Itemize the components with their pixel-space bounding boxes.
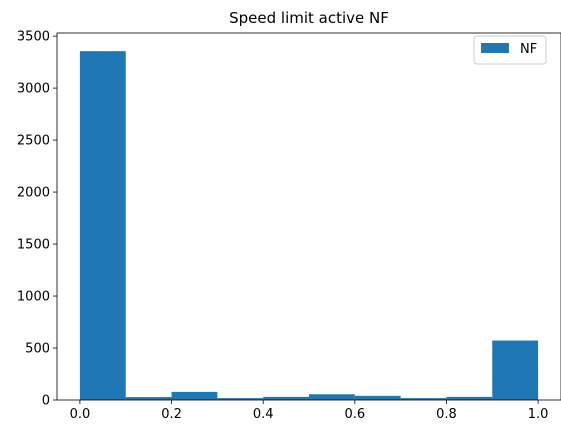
histogram-bar-8: [446, 396, 493, 400]
x-tick-label-1: 0.2: [161, 407, 182, 422]
x-axis: 0.0 0.2 0.4 0.6 0.8 1.0: [70, 400, 549, 422]
x-tick-label-5: 1.0: [528, 407, 549, 422]
x-tick-label-4: 0.8: [436, 407, 457, 422]
bars-layer: [79, 51, 539, 400]
y-tick-label-7: 3500: [17, 30, 50, 45]
histogram-bar-5: [309, 394, 355, 400]
legend: NF: [473, 35, 547, 65]
legend-label-nf: NF: [520, 42, 537, 57]
chart-title: Speed limit active NF: [229, 9, 389, 27]
y-tick-label-3: 1500: [17, 238, 50, 253]
legend-swatch-nf: [481, 43, 509, 53]
y-tick-label-1: 500: [25, 342, 50, 357]
y-tick-label-6: 3000: [17, 82, 50, 97]
histogram-bar-1: [125, 397, 172, 400]
histogram-bar-2: [171, 391, 218, 400]
histogram-bar-6: [354, 395, 401, 400]
histogram-bar-0: [79, 51, 126, 400]
x-tick-label-0: 0.0: [70, 407, 91, 422]
y-axis: 0 500 1000 1500 2000 2500 3000 3500: [17, 30, 57, 409]
y-tick-label-5: 2500: [17, 134, 50, 149]
histogram-bar-3: [217, 398, 264, 400]
y-tick-label-0: 0: [42, 394, 50, 409]
x-tick-label-2: 0.4: [253, 407, 274, 422]
y-tick-label-2: 1000: [17, 290, 50, 305]
histogram-bar-9: [492, 340, 539, 400]
x-tick-label-3: 0.6: [344, 407, 365, 422]
y-tick-label-4: 2000: [17, 186, 50, 201]
plot-area-frame: [56, 32, 561, 401]
histogram-bar-7: [400, 398, 447, 400]
histogram-bar-4: [263, 396, 309, 400]
